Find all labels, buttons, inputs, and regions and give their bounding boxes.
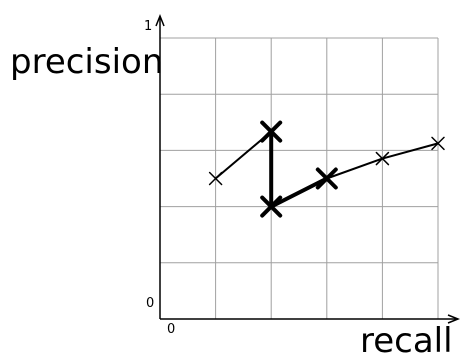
data-point-marker <box>375 151 390 166</box>
series-segment <box>269 176 329 209</box>
x-axis-label: recall <box>360 321 453 361</box>
y-tick-label-0: 0 <box>146 296 155 311</box>
series-points <box>208 120 445 218</box>
axes <box>155 13 460 324</box>
y-tick-label-1: 1 <box>144 19 153 34</box>
x-tick-label-0: 0 <box>167 322 176 337</box>
data-point-marker-bold <box>260 120 283 143</box>
x-axis-arrow <box>447 314 460 324</box>
data-point-marker <box>431 136 445 151</box>
y-axis-label: precision <box>10 42 164 82</box>
data-point-marker-bold <box>260 195 283 218</box>
grid <box>160 37 439 319</box>
y-axis-arrow <box>155 13 165 27</box>
data-point-marker <box>208 171 223 186</box>
series-segment <box>381 142 439 160</box>
data-point-marker-bold <box>315 167 338 190</box>
series-segment <box>325 157 384 180</box>
